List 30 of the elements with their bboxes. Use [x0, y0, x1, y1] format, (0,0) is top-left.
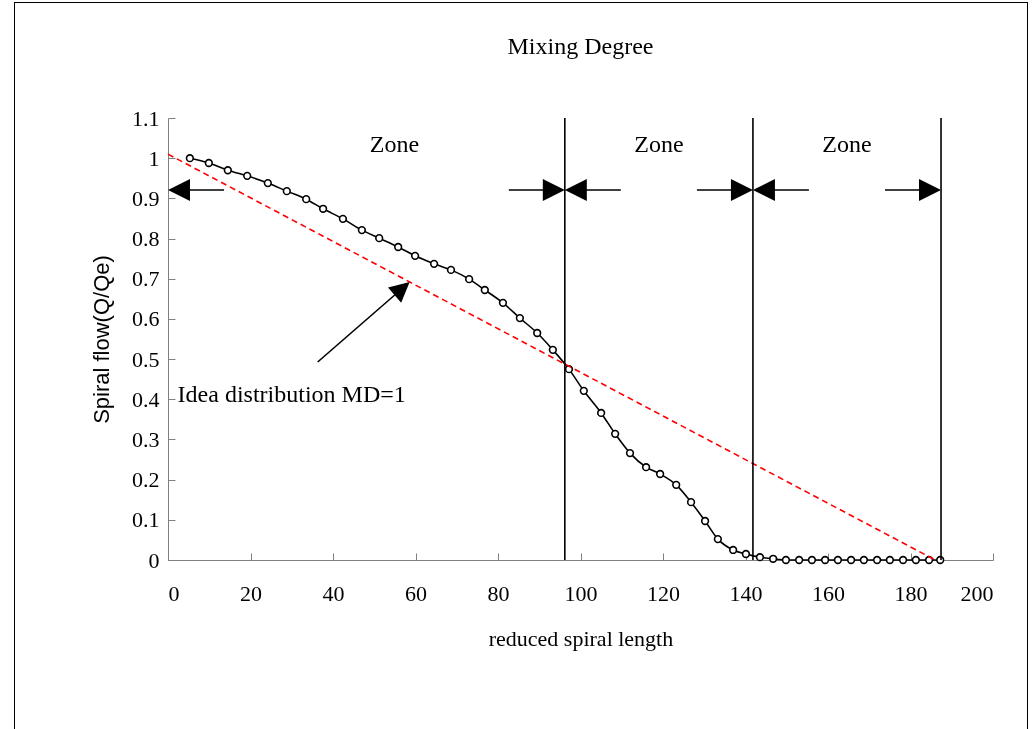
x-tick-label: 160 [812, 580, 845, 606]
y-tick-label: 0.3 [132, 426, 160, 452]
x-axis-title: reduced spiral length [488, 625, 674, 651]
y-tick-label: 1.1 [132, 105, 160, 131]
y-tick-label: 0 [148, 547, 160, 573]
x-tick-label: 80 [487, 580, 510, 606]
x-tick-label: 20 [240, 580, 262, 606]
y-tick-label: 0.1 [132, 507, 160, 533]
chart-title: Mixing Degree [507, 33, 654, 59]
x-tick-label: 100 [564, 580, 598, 606]
annotation: Idea distribution MD=1 [177, 380, 406, 407]
y-tick-label: 0.2 [132, 467, 160, 493]
y-tick-label: 0.6 [132, 306, 160, 332]
y-tick-label: 0.7 [132, 266, 160, 292]
y-axis-title: Spiral flow(Q/Qe) [89, 255, 114, 424]
x-tick-label: 180 [894, 580, 928, 606]
annotation: Zone [369, 130, 420, 157]
x-tick-label: 200 [960, 580, 994, 606]
x-tick-label: 40 [322, 580, 345, 606]
y-tick-label: 0.8 [132, 226, 160, 252]
x-tick-label: 140 [729, 580, 763, 606]
x-tick-label: 0 [168, 580, 180, 606]
y-tick-label: 0.5 [132, 346, 160, 372]
y-tick-label: 0.9 [132, 185, 160, 211]
x-tick-label: 120 [647, 580, 680, 606]
y-tick-label: 1 [148, 145, 160, 171]
x-tick-label: 60 [405, 580, 427, 606]
y-tick-label: 0.4 [132, 386, 160, 412]
annotation: Zone [822, 130, 872, 157]
annotation: Zone [634, 130, 684, 157]
